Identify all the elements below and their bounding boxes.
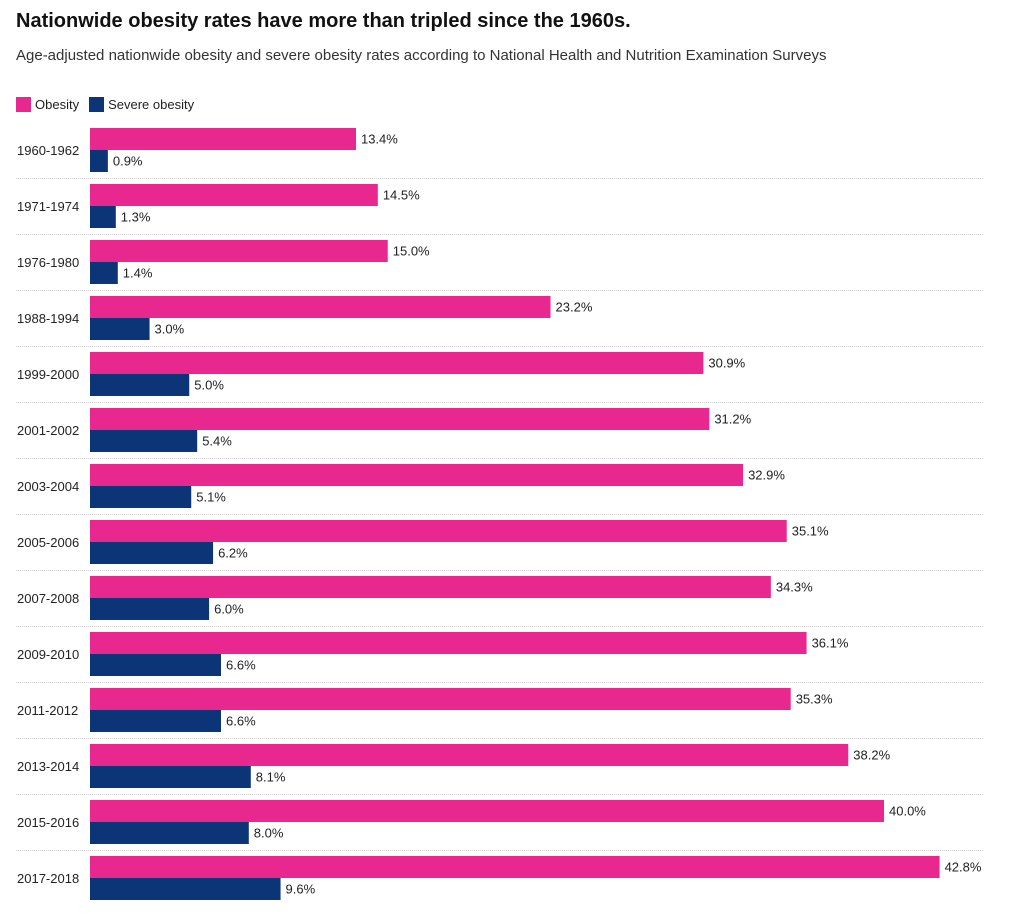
bar-obesity — [90, 464, 744, 486]
category-label: 2007-2008 — [17, 591, 79, 606]
data-label-severe-obesity: 8.0% — [254, 826, 284, 841]
bar-severe-obesity — [90, 822, 249, 844]
bar-severe-obesity — [90, 486, 192, 508]
category-label: 2013-2014 — [17, 759, 79, 774]
data-label-obesity: 35.3% — [796, 692, 833, 707]
bar-severe-obesity — [90, 654, 222, 676]
category-label: 2005-2006 — [17, 535, 79, 550]
bar-obesity — [90, 184, 378, 206]
data-label-obesity: 13.4% — [361, 132, 398, 147]
data-label-obesity: 23.2% — [556, 300, 593, 315]
bar-obesity — [90, 128, 356, 150]
legend-label-severe-obesity: Severe obesity — [108, 97, 195, 112]
category-label: 2017-2018 — [17, 871, 79, 886]
bar-obesity — [90, 408, 710, 430]
category-label: 2015-2016 — [17, 815, 79, 830]
category-label: 2003-2004 — [17, 479, 79, 494]
bar-severe-obesity — [90, 878, 281, 900]
bar-severe-obesity — [90, 318, 150, 340]
category-label: 2001-2002 — [17, 423, 79, 438]
data-label-obesity: 34.3% — [776, 580, 813, 595]
data-label-obesity: 38.2% — [853, 748, 890, 763]
category-label: 1988-1994 — [17, 311, 79, 326]
category-label: 2009-2010 — [17, 647, 79, 662]
chart-legend: Obesity Severe obesity — [16, 97, 204, 112]
bar-obesity — [90, 520, 787, 542]
data-label-obesity: 42.8% — [945, 860, 982, 875]
data-label-severe-obesity: 6.6% — [226, 658, 256, 673]
bar-obesity — [90, 352, 704, 374]
data-label-severe-obesity: 8.1% — [256, 770, 286, 785]
data-label-obesity: 30.9% — [708, 356, 745, 371]
data-label-obesity: 14.5% — [383, 188, 420, 203]
data-label-severe-obesity: 5.4% — [202, 434, 232, 449]
chart-subtitle: Age-adjusted nationwide obesity and seve… — [16, 47, 827, 64]
bar-severe-obesity — [90, 430, 198, 452]
category-label: 1960-1962 — [17, 143, 79, 158]
bar-obesity — [90, 576, 771, 598]
data-label-obesity: 32.9% — [748, 468, 785, 483]
bar-severe-obesity — [90, 150, 108, 172]
data-label-severe-obesity: 6.2% — [218, 546, 248, 561]
data-label-obesity: 36.1% — [812, 636, 849, 651]
bar-severe-obesity — [90, 598, 210, 620]
data-label-obesity: 31.2% — [714, 412, 751, 427]
legend-item-obesity: Obesity — [16, 97, 79, 112]
legend-swatch-severe-obesity — [89, 97, 105, 112]
bar-severe-obesity — [90, 766, 251, 788]
bar-obesity — [90, 296, 551, 318]
bar-obesity — [90, 744, 849, 766]
data-label-obesity: 15.0% — [393, 244, 430, 259]
data-label-severe-obesity: 0.9% — [113, 154, 143, 169]
legend-item-severe-obesity: Severe obesity — [89, 97, 194, 112]
data-label-obesity: 40.0% — [889, 804, 926, 819]
bar-severe-obesity — [90, 206, 116, 228]
legend-swatch-obesity — [16, 97, 31, 112]
bar-severe-obesity — [90, 262, 118, 284]
bar-obesity — [90, 632, 807, 654]
bar-obesity — [90, 856, 940, 878]
chart-title: Nationwide obesity rates have more than … — [16, 10, 631, 32]
data-label-severe-obesity: 1.3% — [121, 210, 151, 225]
bar-severe-obesity — [90, 542, 214, 564]
data-label-obesity: 35.1% — [792, 524, 829, 539]
data-label-severe-obesity: 5.0% — [194, 378, 224, 393]
data-label-severe-obesity: 5.1% — [196, 490, 226, 505]
category-label: 2011-2012 — [17, 703, 78, 718]
category-label: 1999-2000 — [17, 367, 79, 382]
data-label-severe-obesity: 3.0% — [155, 322, 185, 337]
legend-label-obesity: Obesity — [35, 97, 80, 112]
category-label: 1976-1980 — [17, 255, 79, 270]
bar-severe-obesity — [90, 710, 222, 732]
bar-obesity — [90, 800, 884, 822]
bar-obesity — [90, 240, 388, 262]
data-label-severe-obesity: 1.4% — [123, 266, 153, 281]
data-label-severe-obesity: 9.6% — [286, 882, 316, 897]
bar-obesity — [90, 688, 791, 710]
category-label: 1971-1974 — [17, 199, 79, 214]
data-label-severe-obesity: 6.0% — [214, 602, 244, 617]
bar-severe-obesity — [90, 374, 190, 396]
data-label-severe-obesity: 6.6% — [226, 714, 256, 729]
